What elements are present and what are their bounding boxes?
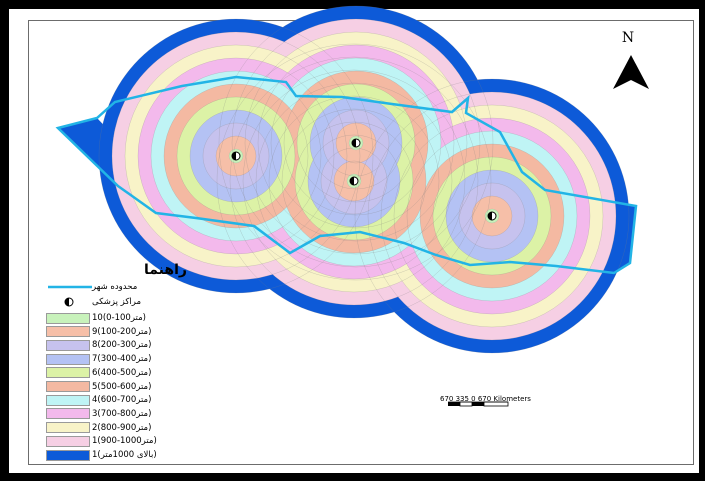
medical-center-icon <box>231 151 241 161</box>
legend-label: 5(500-600متر) <box>92 381 152 392</box>
legend-swatch <box>46 449 90 461</box>
legend-item: 1(900-1000متر) <box>46 435 157 447</box>
legend-label: 1(بالای 1000متر) <box>92 450 157 460</box>
legend-item: 9(100-200متر) <box>46 326 151 338</box>
zone-outline <box>348 135 364 151</box>
legend-label: 2(800-900متر) <box>92 422 152 433</box>
zone-outline <box>458 182 526 250</box>
zone-outline <box>294 121 414 241</box>
legend-item: 6(400-500متر) <box>46 367 151 379</box>
legend-item: 1(بالای 1000متر) <box>46 449 157 461</box>
zone-outline <box>124 44 348 268</box>
zone-outline <box>484 208 500 224</box>
legend-item-center: مراکز پزشکی <box>46 296 141 308</box>
legend-label: 3(700-800متر) <box>92 408 152 419</box>
zone-outline <box>228 148 244 164</box>
zone-outline <box>296 83 416 203</box>
zone-outline <box>111 31 361 281</box>
legend-boundary-label: محدوده شهر <box>92 282 138 292</box>
zone-outline <box>309 96 403 190</box>
legend-label: 1(900-1000متر) <box>92 436 157 447</box>
legend-label: 4(600-700متر) <box>92 395 152 406</box>
zone-outline <box>150 70 322 242</box>
zone-outline <box>346 173 362 189</box>
legend-swatch <box>46 394 90 406</box>
zone-outline <box>432 156 552 276</box>
zone-outline <box>255 82 453 280</box>
zone-outline <box>163 83 309 229</box>
legend-label: 10(0-100متر) <box>92 313 146 323</box>
zone-outline <box>281 108 427 254</box>
medical-center-icon <box>351 138 361 148</box>
legend-item: 5(500-600متر) <box>46 381 151 393</box>
zone-outline <box>176 96 296 216</box>
medical-center-icon <box>487 211 497 221</box>
zone-outline <box>333 160 375 202</box>
zone-outline <box>270 57 442 229</box>
zone-outline <box>320 147 388 215</box>
zone-outline <box>202 122 270 190</box>
legend-item-boundary: محدوده شهر <box>46 281 137 293</box>
legend-swatch <box>46 353 90 365</box>
legend-swatch <box>46 339 90 351</box>
zone-outline <box>229 56 479 306</box>
zone-outline <box>98 18 374 294</box>
zone-outline <box>307 134 401 228</box>
legend-item: 2(800-900متر) <box>46 422 151 434</box>
zone-outline <box>137 57 335 255</box>
north-label: N <box>621 30 635 46</box>
zone-outline <box>218 5 494 281</box>
zone-outline <box>242 69 466 293</box>
legend-swatch <box>46 381 90 392</box>
scale-bar <box>448 401 509 407</box>
legend-center-label: مراکز پزشکی <box>92 297 141 307</box>
zone-outline <box>216 43 492 319</box>
zone-outline <box>268 95 440 267</box>
legend-center-swatch <box>64 297 74 307</box>
legend-label: 6(400-500متر) <box>92 367 152 378</box>
medical-center-icon <box>349 176 359 186</box>
zone-outline <box>419 143 565 289</box>
zone-outline <box>393 117 591 315</box>
zone-outline <box>367 91 617 341</box>
legend-label: 8(200-300متر) <box>92 340 152 351</box>
legend-swatch <box>46 435 90 447</box>
zone-outline <box>231 18 481 268</box>
zone-outline <box>354 78 630 354</box>
legend-swatch <box>46 408 90 420</box>
zone-outline <box>445 169 539 263</box>
zone-outline <box>189 109 283 203</box>
zone-outline <box>283 70 429 216</box>
legend-swatch <box>46 312 90 324</box>
zone-outline <box>244 31 468 255</box>
scale-bar-label: 670 335 0 670 Kilometers <box>440 395 531 403</box>
north-arrow-icon <box>613 55 649 89</box>
legend-item: 7(300-400متر) <box>46 353 151 365</box>
legend-item: 10(0-100متر) <box>46 312 146 324</box>
legend-item: 3(700-800متر) <box>46 408 151 420</box>
legend-swatch <box>46 367 90 379</box>
legend-label: 7(300-400متر) <box>92 354 152 365</box>
legend-swatch <box>46 422 90 434</box>
legend-item: 8(200-300متر) <box>46 339 151 351</box>
zone-outline <box>257 44 455 242</box>
zone-outline <box>322 109 390 177</box>
zone-outline <box>215 135 257 177</box>
zone-outline <box>406 130 578 302</box>
legend-swatch <box>46 326 90 338</box>
legend-label: 9(100-200متر) <box>92 326 152 337</box>
zone-outline <box>380 104 604 328</box>
legend-item: 4(600-700متر) <box>46 394 151 406</box>
city-boundary <box>55 75 638 275</box>
legend-title: راهنما <box>144 262 187 278</box>
